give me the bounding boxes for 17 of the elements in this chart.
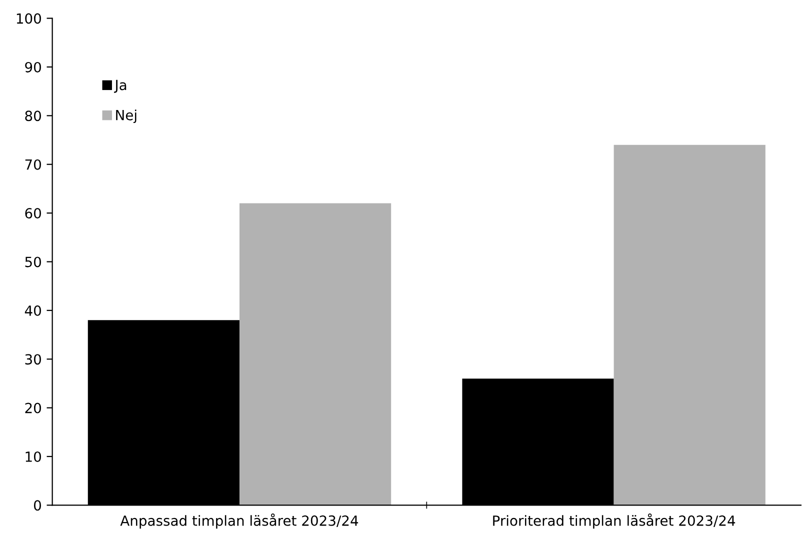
bar [614, 144, 766, 506]
legend-label: Nej [116, 110, 136, 124]
y-tick-label: 0 [34, 500, 41, 511]
y-tick-label: 80 [25, 110, 41, 122]
bar [239, 203, 392, 506]
legend-label: Ja [114, 80, 126, 93]
y-tick-label: 100 [16, 13, 41, 24]
y-tick-label: 40 [24, 305, 41, 316]
x-tick-label: Anpassad timplan läsåret 2023/24 [120, 514, 358, 529]
y-tick-label: 60 [25, 208, 41, 219]
y-tick-label: 50 [25, 256, 41, 268]
y-tick-label: 70 [25, 159, 41, 170]
x-tick-label: Prioriterad timplan läsåret 2023/24 [493, 514, 736, 529]
y-tick-label: 90 [25, 62, 41, 72]
y-tick-label: 20 [25, 402, 41, 414]
y-tick-label: 10 [26, 451, 41, 462]
y-tick-label: 30 [25, 354, 41, 365]
